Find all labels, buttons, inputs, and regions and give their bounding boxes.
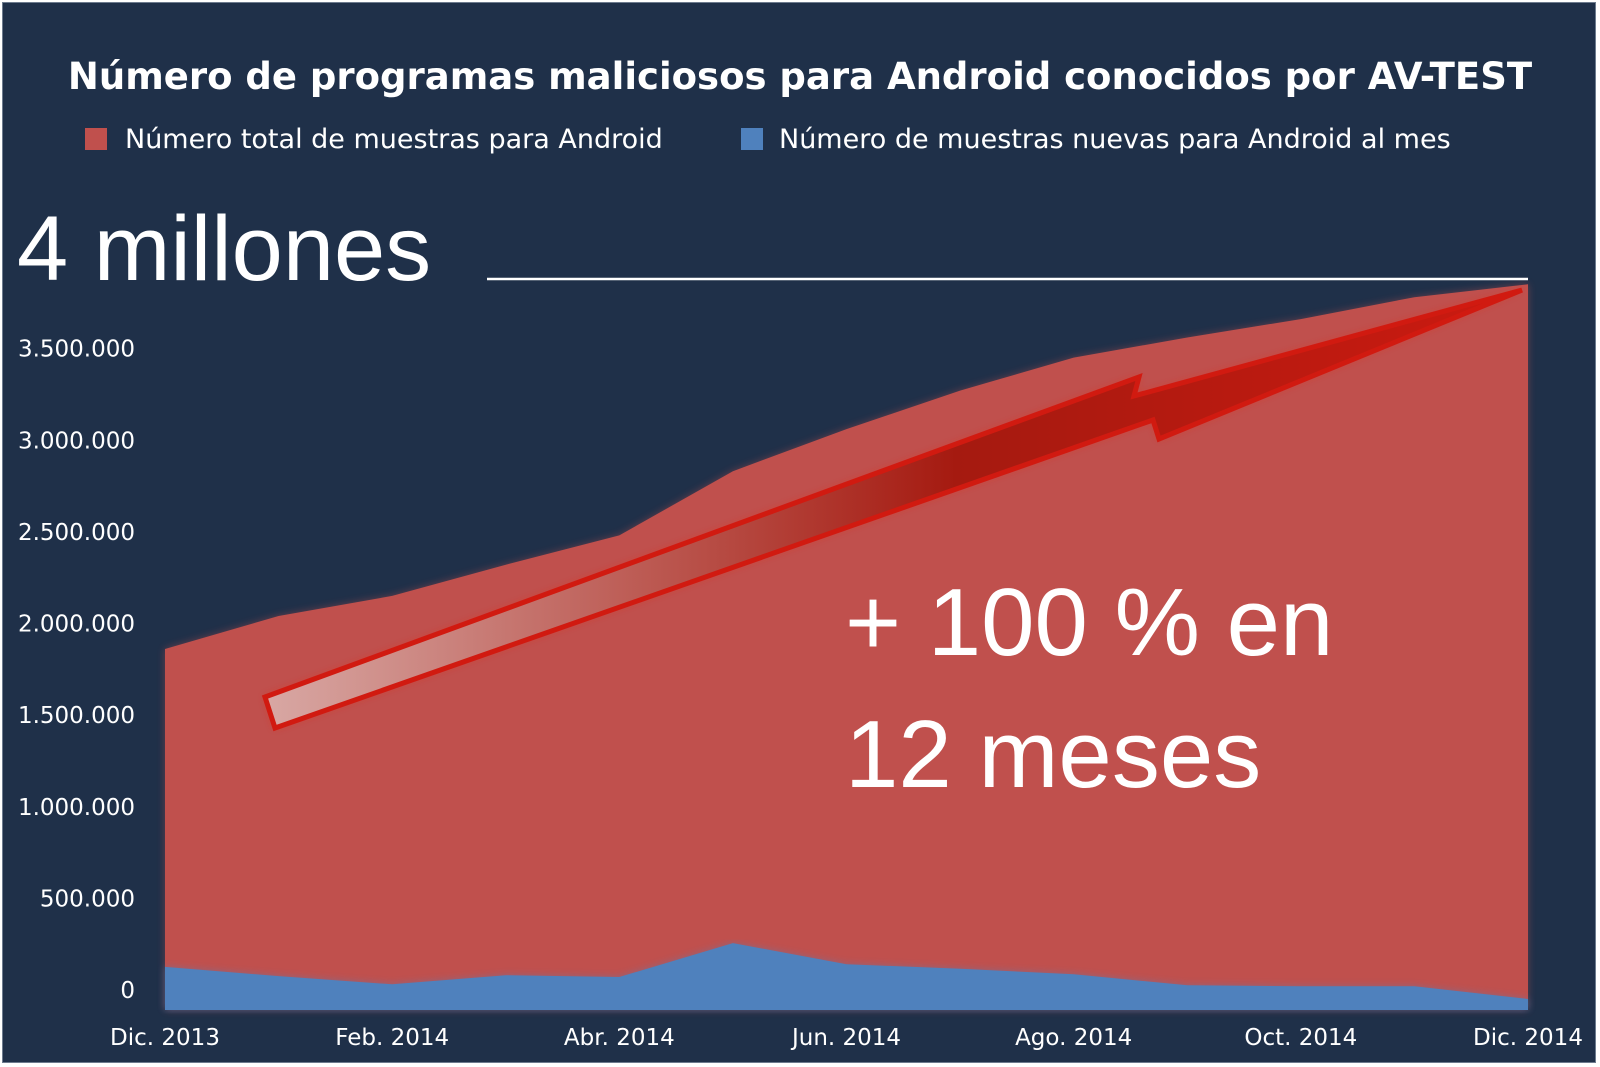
y-tick-label: 1.500.000 <box>18 703 135 729</box>
y-tick-label: 0 <box>120 978 135 1004</box>
growth-text-line2: 12 meses <box>845 701 1261 808</box>
legend-label-new: Número de muestras nuevas para Android a… <box>779 124 1451 155</box>
reference-label: 4 millones <box>17 198 431 300</box>
x-tick-label: Abr. 2014 <box>564 1025 675 1051</box>
y-tick-label: 3.000.000 <box>18 428 135 454</box>
legend-label-total: Número total de muestras para Android <box>125 124 663 155</box>
x-tick-label: Jun. 2014 <box>790 1025 901 1051</box>
x-axis: Dic. 2013 Feb. 2014 Abr. 2014 Jun. 2014 Ago.… <box>110 1025 1583 1051</box>
y-tick-label: 2.500.000 <box>18 520 135 546</box>
legend: Número total de muestras para Android Nú… <box>85 124 1451 155</box>
growth-arrow-shape <box>261 287 1523 732</box>
y-tick-label: 3.500.000 <box>18 337 135 363</box>
plot-area <box>165 284 1528 1010</box>
legend-swatch-total <box>85 128 107 150</box>
growth-text-line1: + 100 % en <box>845 569 1333 676</box>
x-tick-label: Feb. 2014 <box>335 1025 449 1051</box>
chart-title: Número de programas maliciosos para Andr… <box>68 55 1533 98</box>
x-tick-label: Dic. 2014 <box>1473 1025 1583 1051</box>
y-tick-label: 2.000.000 <box>18 612 135 638</box>
x-tick-label: Ago. 2014 <box>1015 1025 1132 1051</box>
legend-swatch-new <box>741 128 763 150</box>
x-tick-label: Dic. 2013 <box>110 1025 220 1051</box>
y-axis: 0 500.000 1.000.000 1.500.000 2.000.000 2.500… <box>18 337 135 1004</box>
chart-svg: Número de programas maliciosos para Andr… <box>17 55 1583 1051</box>
growth-arrow <box>261 287 1523 732</box>
area-total-samples <box>165 284 1528 1010</box>
y-tick-label: 500.000 <box>40 886 135 912</box>
area-new-samples <box>165 943 1528 1010</box>
y-tick-label: 1.000.000 <box>18 795 135 821</box>
x-tick-label: Oct. 2014 <box>1244 1025 1357 1051</box>
